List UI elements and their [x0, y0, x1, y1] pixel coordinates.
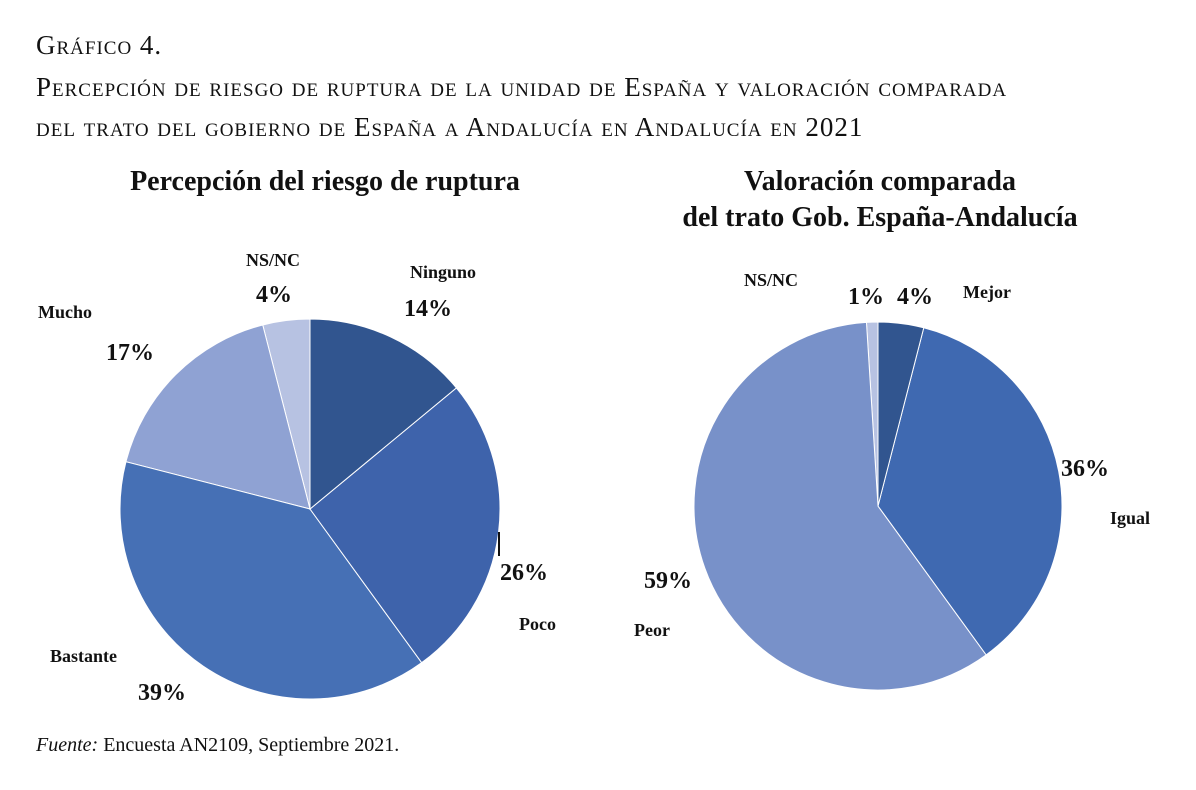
pct-bastante: 39%	[138, 680, 186, 706]
pct-peor: 59%	[644, 568, 692, 594]
figure-title-line2: del trato del gobierno de España a Andal…	[36, 112, 864, 142]
label-poco: Poco	[519, 614, 556, 634]
right-pie-slice-peor	[693, 321, 987, 691]
label-nsnc-left: NS/NC	[246, 250, 301, 270]
label-peor: Peor	[634, 620, 670, 640]
left-pie-slice-mucho	[125, 324, 311, 510]
right-pie-slice-mejor	[877, 321, 925, 507]
figure-number: Gráfico 4.	[36, 30, 163, 60]
pct-mucho: 17%	[106, 340, 154, 366]
source-label: Fuente:	[36, 734, 99, 756]
right-pie-slice-igual	[877, 327, 1063, 656]
label-nsnc-right: NS/NC	[744, 270, 799, 290]
pct-poco: 26%	[500, 560, 548, 586]
source-text: Encuesta AN2109, Septiembre 2021.	[98, 734, 400, 756]
left-pie-slice-ninguno	[309, 318, 458, 511]
source-note: Fuente: Encuesta AN2109, Septiembre 2021…	[36, 734, 399, 757]
pct-ninguno: 14%	[404, 296, 452, 322]
label-mejor: Mejor	[963, 282, 1011, 302]
pct-nsnc-left: 4%	[256, 282, 292, 308]
pct-mejor: 4%	[897, 284, 933, 310]
left-chart-title: Percepción del riesgo de ruptura	[130, 166, 520, 197]
label-bastante: Bastante	[50, 646, 117, 666]
pct-nsnc-right: 1%	[848, 284, 884, 310]
left-pie-slice-bastante	[119, 461, 423, 700]
figure-title-line1: Percepción de riesgo de ruptura de la un…	[36, 72, 1008, 102]
label-ninguno: Ninguno	[410, 262, 477, 282]
label-igual: Igual	[1110, 508, 1151, 528]
right-chart-title-line1: Valoración comparada	[744, 166, 1016, 197]
pct-igual: 36%	[1061, 456, 1109, 482]
right-chart-title-line2: del trato Gob. España-Andalucía	[682, 202, 1078, 233]
label-mucho: Mucho	[38, 302, 92, 322]
